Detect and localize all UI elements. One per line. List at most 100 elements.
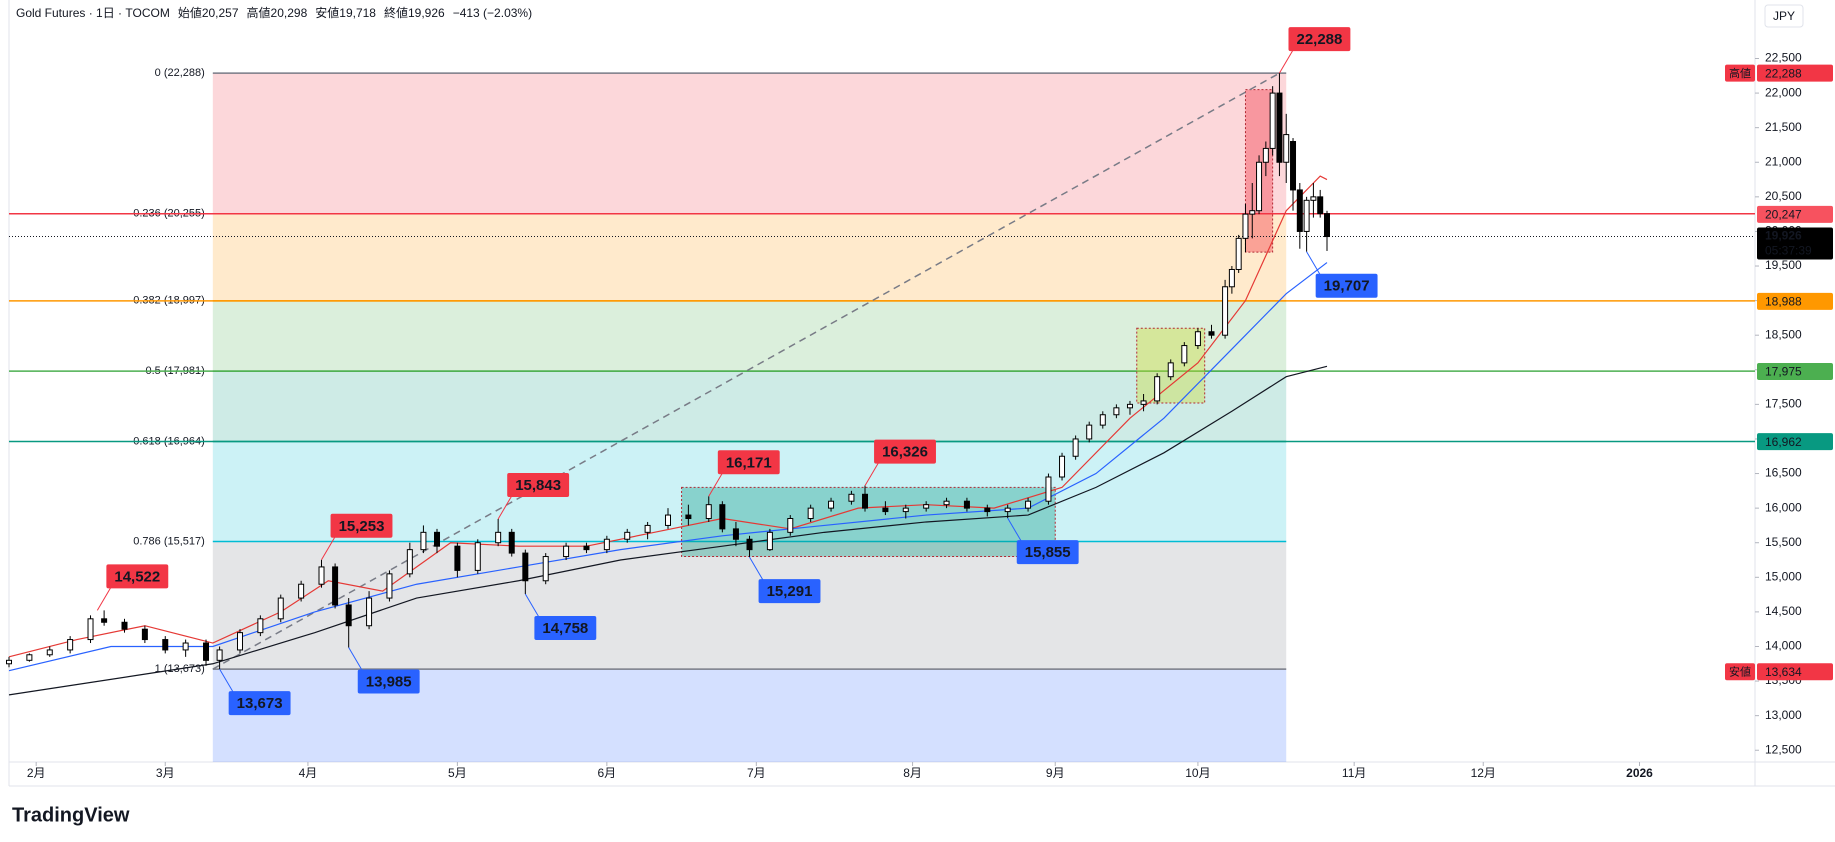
y-tick-label: 15,500 bbox=[1765, 535, 1802, 549]
candle-body bbox=[624, 531, 631, 540]
candle-body bbox=[732, 528, 739, 540]
fib-band bbox=[212, 541, 1287, 670]
candle-body bbox=[298, 583, 305, 599]
candle-body bbox=[277, 597, 284, 620]
candle-body bbox=[1242, 213, 1249, 239]
low-label: 安値 bbox=[315, 5, 339, 20]
price-badge bbox=[1757, 64, 1833, 82]
moving-average bbox=[8, 262, 1328, 672]
candle-body bbox=[1059, 455, 1066, 478]
candle-body bbox=[1126, 403, 1133, 409]
moving-average bbox=[8, 365, 1328, 696]
y-tick-label: 17,500 bbox=[1765, 397, 1802, 411]
box bbox=[681, 486, 1056, 558]
y-tick-label: 22,000 bbox=[1765, 85, 1802, 99]
fib-band bbox=[212, 213, 1287, 301]
candle-body bbox=[236, 632, 243, 651]
callout-label: 16,326 bbox=[882, 444, 928, 461]
candle-body bbox=[182, 642, 189, 651]
candle-body bbox=[1303, 199, 1310, 232]
callout-box bbox=[357, 669, 420, 694]
callout-box bbox=[507, 472, 570, 497]
candle-body bbox=[542, 556, 549, 582]
candle-body bbox=[1317, 196, 1324, 215]
price-badge-label: 17,975 bbox=[1765, 365, 1802, 379]
candle-body bbox=[963, 500, 970, 509]
candle-body bbox=[1181, 345, 1188, 364]
candle-body bbox=[1249, 210, 1256, 215]
fib-band bbox=[212, 371, 1287, 442]
y-tick-label: 19,500 bbox=[1765, 258, 1802, 272]
candle-body bbox=[1276, 92, 1283, 163]
x-tick-label: 10月 bbox=[1185, 766, 1210, 780]
candle-body bbox=[386, 573, 393, 599]
callout-label: 19,707 bbox=[1324, 278, 1370, 295]
candle-body bbox=[1296, 189, 1303, 232]
callout-label: 22,288 bbox=[1296, 31, 1342, 48]
y-tick-label: 13,000 bbox=[1765, 708, 1802, 722]
candle-body bbox=[923, 504, 930, 509]
price-badge-label: 22,288 bbox=[1765, 66, 1802, 80]
currency-box[interactable] bbox=[1764, 4, 1804, 28]
y-tick-label: 14,500 bbox=[1765, 604, 1802, 618]
candle-body bbox=[1154, 376, 1161, 402]
candle-body bbox=[495, 531, 502, 544]
candle-body bbox=[1323, 213, 1330, 238]
header: Gold Futures · 1日 · TOCOM 始値 20,257 高値 20,2… bbox=[16, 5, 532, 20]
candle-body bbox=[1262, 147, 1269, 163]
candle-body bbox=[216, 649, 223, 661]
y-tick-label: 12,500 bbox=[1765, 742, 1802, 756]
x-tick-label: 7月 bbox=[747, 766, 766, 780]
y-tick-label: 20,500 bbox=[1765, 189, 1802, 203]
candle-body bbox=[87, 618, 94, 641]
candle-body bbox=[121, 621, 128, 630]
price-badge-label: 20,247 bbox=[1765, 208, 1802, 222]
x-tick-label: 12月 bbox=[1471, 766, 1496, 780]
candle-body bbox=[420, 531, 427, 551]
price-badge-tag bbox=[1725, 663, 1755, 681]
callout-box bbox=[874, 439, 936, 464]
price-badge-label: 16,962 bbox=[1765, 435, 1802, 449]
candle-body bbox=[434, 531, 441, 547]
candle-body bbox=[332, 566, 339, 606]
high-value: 20,298 bbox=[271, 6, 308, 20]
candle-body bbox=[1222, 286, 1229, 336]
candle-body bbox=[1256, 161, 1263, 212]
last-price-label: 19,926 bbox=[1765, 229, 1802, 243]
candle-body bbox=[685, 514, 692, 520]
candle-body bbox=[807, 507, 814, 520]
candle-body bbox=[563, 545, 570, 558]
callout-label: 16,171 bbox=[726, 454, 772, 471]
last-price-badge bbox=[1757, 227, 1833, 260]
y-tick-label: 22,500 bbox=[1765, 51, 1802, 65]
currency[interactable]: JPY bbox=[1773, 9, 1795, 23]
candle-body bbox=[1045, 476, 1052, 502]
callout-label: 14,522 bbox=[114, 568, 160, 585]
x-tick-label: 9月 bbox=[1046, 766, 1065, 780]
price-badge-tag-label: 安値 bbox=[1729, 665, 1751, 679]
y-tick-label: 21,500 bbox=[1765, 120, 1802, 134]
callout-label: 14,758 bbox=[542, 620, 588, 637]
callout-box bbox=[1016, 540, 1079, 565]
callout-box bbox=[228, 691, 291, 716]
callout-label: 13,673 bbox=[237, 695, 283, 712]
candle-body bbox=[474, 542, 481, 571]
candle-body bbox=[203, 642, 210, 661]
callout-label: 15,855 bbox=[1025, 544, 1071, 561]
candle-body bbox=[6, 659, 12, 665]
candle-body bbox=[943, 500, 950, 506]
candle-body bbox=[828, 500, 835, 509]
x-tick-label: 3月 bbox=[156, 766, 175, 780]
y-tick-label: 14,000 bbox=[1765, 639, 1802, 653]
y-tick-label: 16,000 bbox=[1765, 500, 1802, 514]
callout-box bbox=[1288, 27, 1351, 52]
low-value: 19,718 bbox=[339, 6, 376, 20]
x-tick-label: 2月 bbox=[27, 766, 46, 780]
y-tick-label: 21,000 bbox=[1765, 154, 1802, 168]
candle-body bbox=[26, 654, 33, 661]
candle-body bbox=[848, 493, 855, 502]
candle-body bbox=[644, 524, 651, 533]
candle-body bbox=[664, 514, 671, 526]
open-value: 20,257 bbox=[202, 6, 239, 20]
